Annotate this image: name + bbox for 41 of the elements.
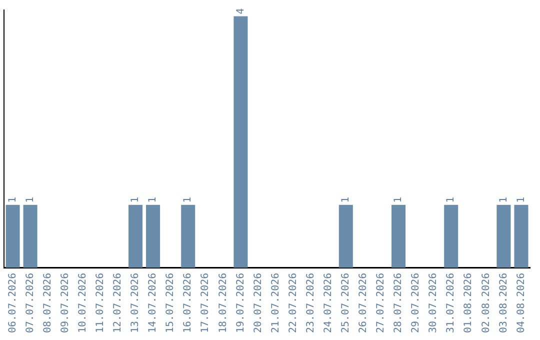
x-tick-label: 30.07.2026 [428, 272, 440, 334]
x-tick-label: 02.08.2026 [480, 272, 492, 334]
x-tick-label: 13.07.2026 [130, 272, 142, 334]
data-label: 1 [130, 196, 142, 203]
x-tick-label: 16.07.2026 [182, 272, 194, 334]
x-tick-label: 04.08.2026 [516, 272, 527, 334]
x-tick-label: 24.07.2026 [322, 272, 334, 334]
x-tick-label: 07.07.2026 [24, 272, 36, 334]
x-tick-label: 15.07.2026 [165, 272, 176, 334]
data-label: 1 [24, 196, 36, 203]
x-tick-label: 26.07.2026 [358, 272, 370, 334]
x-tick-label: 20.07.2026 [252, 272, 264, 334]
x-tick-label: 08.07.2026 [42, 272, 54, 334]
data-label: 1 [446, 196, 457, 203]
x-tick-label: 12.07.2026 [112, 272, 124, 334]
data-label: 1 [498, 196, 510, 203]
x-tick-label: 11.07.2026 [95, 272, 106, 334]
x-tick-label: 31.07.2026 [446, 272, 457, 334]
x-tick-label: 06.07.2026 [7, 272, 18, 334]
x-tick-label: 25.07.2026 [340, 272, 352, 334]
x-tick-label: 17.07.2026 [200, 272, 212, 334]
x-tick-label: 10.07.2026 [77, 272, 88, 334]
x-tick-label: 28.07.2026 [393, 272, 404, 334]
x-tick-label: 22.07.2026 [288, 272, 299, 334]
data-label: 1 [148, 196, 159, 203]
data-label: 1 [516, 196, 527, 203]
x-tick-label: 03.08.2026 [498, 272, 510, 334]
data-label: 1 [182, 196, 194, 203]
data-label: 1 [340, 196, 352, 203]
x-tick-label: 01.08.2026 [463, 272, 474, 334]
x-tick-label: 09.07.2026 [60, 272, 71, 334]
x-tick-label: 23.07.2026 [305, 272, 316, 334]
x-tick-label: 29.07.2026 [410, 272, 422, 334]
x-tick-label: 14.07.2026 [148, 272, 159, 334]
x-tick-label: 21.07.2026 [270, 272, 282, 334]
data-label: 4 [235, 8, 246, 14]
x-tick-label: 18.07.2026 [218, 272, 229, 334]
data-label: 1 [7, 196, 18, 203]
data-label: 1 [393, 196, 404, 203]
x-tick-label: 27.07.2026 [376, 272, 387, 334]
x-tick-label: 19.07.2026 [235, 272, 246, 334]
